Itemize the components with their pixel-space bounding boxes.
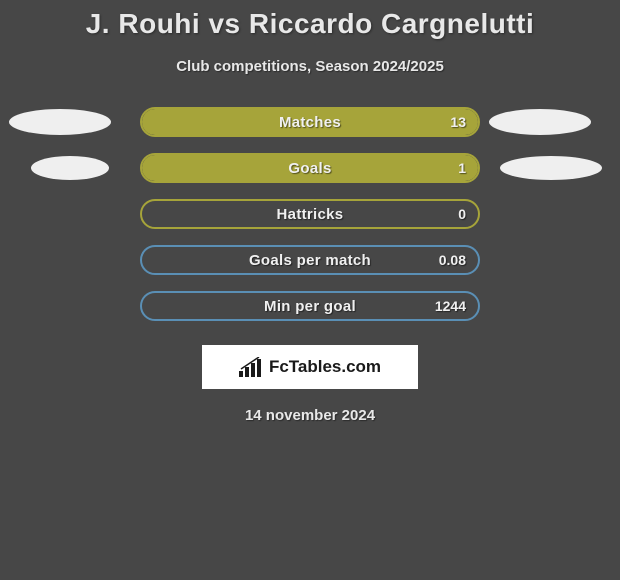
stat-row: Goals per match0.08 [0, 245, 620, 275]
stat-bar: Matches13 [140, 107, 480, 137]
logo-box: FcTables.com [202, 345, 418, 389]
stat-rows: Matches13 Goals1 Hattricks0 Goals per match… [0, 107, 620, 321]
stat-label: Hattricks [142, 201, 478, 227]
stat-value: 0.08 [439, 247, 466, 273]
logo-text: FcTables.com [269, 357, 381, 377]
stat-bar: Goals per match0.08 [140, 245, 480, 275]
right-value-ellipse [500, 156, 602, 180]
stat-row: Min per goal1244 [0, 291, 620, 321]
stat-row: Goals1 [0, 153, 620, 183]
stat-row: Matches13 [0, 107, 620, 137]
comparison-card: J. Rouhi vs Riccardo Cargnelutti Club co… [0, 0, 620, 424]
bar-chart-icon [239, 357, 263, 377]
stat-bar: Goals1 [140, 153, 480, 183]
stat-label: Goals [142, 155, 478, 181]
stat-label: Min per goal [142, 293, 478, 319]
stat-bar: Min per goal1244 [140, 291, 480, 321]
stat-value: 0 [458, 201, 466, 227]
stat-value: 1244 [435, 293, 466, 319]
page-subtitle: Club competitions, Season 2024/2025 [176, 58, 444, 75]
left-value-ellipse [31, 156, 109, 180]
date-text: 14 november 2024 [245, 407, 375, 424]
stat-bar: Hattricks0 [140, 199, 480, 229]
stat-label: Goals per match [142, 247, 478, 273]
stat-label: Matches [142, 109, 478, 135]
stat-value: 1 [458, 155, 466, 181]
stat-value: 13 [450, 109, 466, 135]
right-value-ellipse [489, 109, 591, 135]
stat-row: Hattricks0 [0, 199, 620, 229]
left-value-ellipse [9, 109, 111, 135]
page-title: J. Rouhi vs Riccardo Cargnelutti [86, 8, 535, 40]
